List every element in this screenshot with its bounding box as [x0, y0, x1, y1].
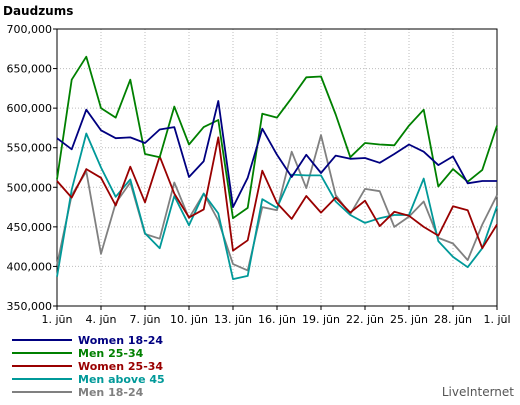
x-tick-label: 25. jūn — [390, 313, 428, 326]
x-axis-ticks: 1. jūn 4. jūn 7. jūn 10. jūn 13. jūn 16. jūn 1… — [42, 306, 511, 326]
y-tick-label: 550,000 — [7, 142, 53, 155]
legend-label: Men 18-24 — [78, 386, 144, 399]
x-tick-label: 4. jūn — [86, 313, 117, 326]
x-tick-label: 22. jūn — [346, 313, 384, 326]
x-tick-label: 13. jūn — [214, 313, 252, 326]
series-lines — [56, 55, 498, 281]
y-tick-label: 650,000 — [7, 63, 53, 76]
y-tick-label: 450,000 — [7, 221, 53, 234]
x-tick-label: 16. jūn — [258, 313, 296, 326]
series-line-women-25-34 — [56, 136, 498, 252]
legend-label: Women 25-34 — [78, 360, 163, 373]
y-tick-label: 400,000 — [7, 260, 53, 273]
y-tick-label: 350,000 — [7, 300, 53, 313]
legend-label: Men above 45 — [78, 373, 165, 386]
series-line-women-18-24 — [56, 100, 497, 209]
x-tick-label: 28. jūn — [434, 313, 472, 326]
series-line-men-above-45 — [56, 132, 498, 281]
y-axis-title: Daudzums — [3, 4, 73, 18]
y-axis-ticks: 350,000 400,000 450,000 500,000 550,000 600,0… — [7, 23, 57, 313]
x-tick-label: 7. jūn — [130, 313, 161, 326]
legend-label: Men 25-34 — [78, 347, 144, 360]
legend-label: Women 18-24 — [78, 334, 163, 347]
y-tick-label: 500,000 — [7, 181, 53, 194]
x-tick-label: 19. jūn — [302, 313, 340, 326]
x-tick-label: 1. jūn — [42, 313, 73, 326]
y-tick-label: 600,000 — [7, 102, 53, 115]
series-line-men-25-34 — [56, 55, 498, 220]
y-tick-label: 700,000 — [7, 23, 53, 36]
x-tick-label: 1. jūl — [483, 313, 510, 326]
grid — [57, 29, 497, 306]
brand-label: LiveInternet — [442, 385, 514, 399]
x-tick-label: 10. jūn — [170, 313, 208, 326]
